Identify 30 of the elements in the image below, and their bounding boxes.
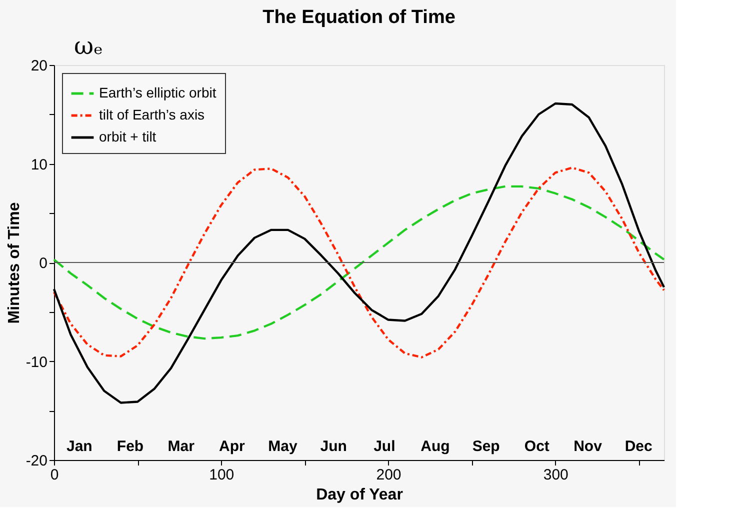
x-tick-label: 100 — [209, 466, 234, 484]
y-tick-label: -10 — [26, 354, 48, 371]
x-tick-label: 0 — [50, 466, 59, 484]
annotation: Jan — [66, 438, 92, 455]
line-series — [52, 166, 666, 358]
y-tick-label: 0 — [39, 255, 48, 272]
y-tick-label: 10 — [30, 156, 48, 174]
x-tick-label: 300 — [543, 466, 568, 484]
annotation: Jun — [320, 438, 347, 455]
text: ωₑ — [74, 32, 103, 60]
annotation: May — [268, 438, 298, 455]
legend-label: Earth’s elliptic orbit — [99, 84, 216, 100]
chart-title: The Equation of Time — [262, 7, 456, 28]
annotation: Mar — [168, 438, 195, 455]
legend-label: tilt of Earth’s axis — [99, 106, 205, 122]
annotation: Nov — [574, 438, 603, 455]
annotation: Feb — [116, 438, 144, 455]
x-tick-label: 200 — [376, 466, 402, 484]
y-tick-label: -20 — [26, 452, 48, 470]
annotation: Dec — [624, 438, 652, 455]
x-axis-title: Day of Year — [316, 486, 403, 504]
y-tick-label: 20 — [30, 58, 48, 74]
annotation: Jul — [374, 438, 396, 455]
annotation: Sep — [472, 438, 500, 455]
y-axis-title: Minutes of Time — [6, 202, 23, 324]
annotation: Oct — [524, 438, 550, 455]
annotation: Apr — [218, 438, 245, 455]
legend-label: orbit + tilt — [99, 128, 156, 144]
line-series — [52, 185, 666, 340]
annotation: Aug — [420, 438, 450, 455]
